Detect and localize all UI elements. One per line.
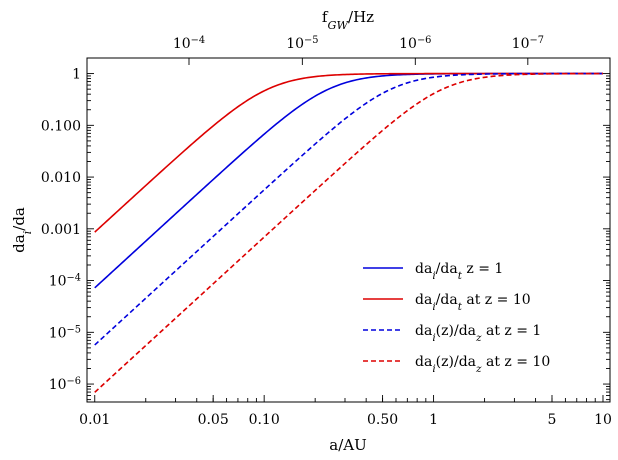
x-tick-label: 0.10	[249, 412, 280, 428]
x-axis-label: a/AU	[329, 436, 366, 454]
x-tick-label: 0.05	[198, 412, 229, 428]
series-line-3	[94, 72, 603, 346]
y-axis-label: dai/da	[10, 207, 34, 253]
y-tick-label: 1	[72, 67, 81, 83]
y-tick-label: 0.001	[41, 222, 81, 238]
top-tick-label: 10−6	[399, 35, 431, 53]
top-axis-label: fGW/Hz	[322, 8, 374, 32]
top-tick-label: 10−7	[512, 35, 544, 53]
legend-label-3: dai(z)/daz at z = 1	[415, 323, 541, 344]
x-tick-label: 0.50	[367, 412, 398, 428]
x-tick-label: 0.01	[79, 412, 110, 428]
y-tick-label: 0.010	[41, 170, 81, 186]
x-tick-label: 10	[594, 412, 612, 428]
legend: dai/dat z = 1 dai/dat at z = 10 dai(z)/daz…	[363, 261, 550, 375]
series-line-1	[94, 72, 603, 289]
series-line-4	[94, 72, 603, 393]
y-tick-label: 10−5	[49, 324, 81, 342]
y-tick-label: 10−4	[49, 272, 81, 290]
y-tick-label: 0.100	[41, 118, 81, 134]
x-tick-label: 1	[429, 412, 438, 428]
ticks: 0.01 0.05 0.10 0.50 1 5 10 10−4 10−5 10−6 10−7 1 0.1…	[41, 35, 612, 429]
plot-frame	[86, 57, 611, 403]
legend-label-2: dai/dat at z = 10	[415, 292, 531, 313]
y-tick-label: 10−6	[49, 376, 81, 394]
series-line-2	[94, 72, 603, 233]
top-tick-label: 10−5	[286, 35, 318, 53]
legend-label-4: dai(z)/daz at z = 10	[415, 354, 550, 375]
x-tick-label: 5	[548, 412, 557, 428]
series-lines	[94, 72, 603, 393]
top-tick-label: 10−4	[173, 35, 205, 53]
legend-label-1: dai/dat z = 1	[415, 261, 503, 282]
